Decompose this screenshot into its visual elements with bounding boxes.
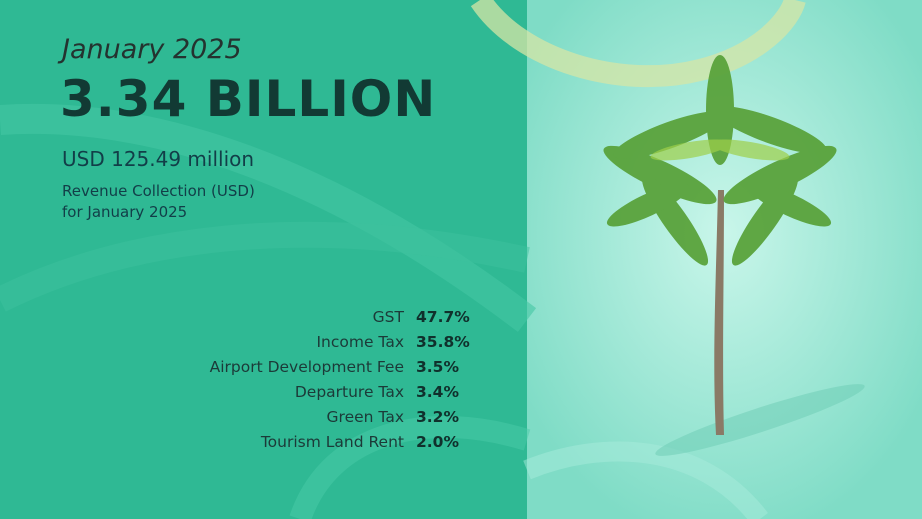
breakdown-share: 3.5% bbox=[416, 358, 459, 376]
breakdown-row: Income Tax 35.8% bbox=[0, 333, 527, 358]
breakdown-list: GST 47.7% Income Tax 35.8% Airport Developme… bbox=[0, 308, 527, 458]
breakdown-label: Income Tax bbox=[316, 333, 404, 351]
breakdown-label: Airport Development Fee bbox=[209, 358, 404, 376]
breakdown-row: Airport Development Fee 3.5% bbox=[0, 358, 527, 383]
breakdown-share: 2.0% bbox=[416, 433, 459, 451]
breakdown-row: Departure Tax 3.4% bbox=[0, 383, 527, 408]
breakdown-row: Tourism Land Rent 2.0% bbox=[0, 433, 527, 458]
subheadline: USD 125.49 million bbox=[62, 147, 255, 171]
breakdown-share: 47.7% bbox=[416, 308, 470, 326]
breakdown-label: Departure Tax bbox=[294, 383, 404, 401]
breakdown-share: 3.4% bbox=[416, 383, 459, 401]
breakdown-label: GST bbox=[372, 308, 404, 326]
breakdown-share: 35.8% bbox=[416, 333, 470, 351]
breakdown-label: Green Tax bbox=[326, 408, 404, 426]
headline: 3.34 BILLION bbox=[60, 70, 437, 128]
breakdown-row: Green Tax 3.2% bbox=[0, 408, 527, 433]
description: Revenue Collection (USD) for January 2025 bbox=[62, 181, 255, 223]
description-line: Revenue Collection (USD) bbox=[62, 182, 255, 200]
breakdown-label: Tourism Land Rent bbox=[260, 433, 404, 451]
breakdown-share: 3.2% bbox=[416, 408, 459, 426]
breakdown-row: GST 47.7% bbox=[0, 308, 527, 333]
period: January 2025 bbox=[62, 34, 242, 65]
description-line: for January 2025 bbox=[62, 203, 188, 221]
